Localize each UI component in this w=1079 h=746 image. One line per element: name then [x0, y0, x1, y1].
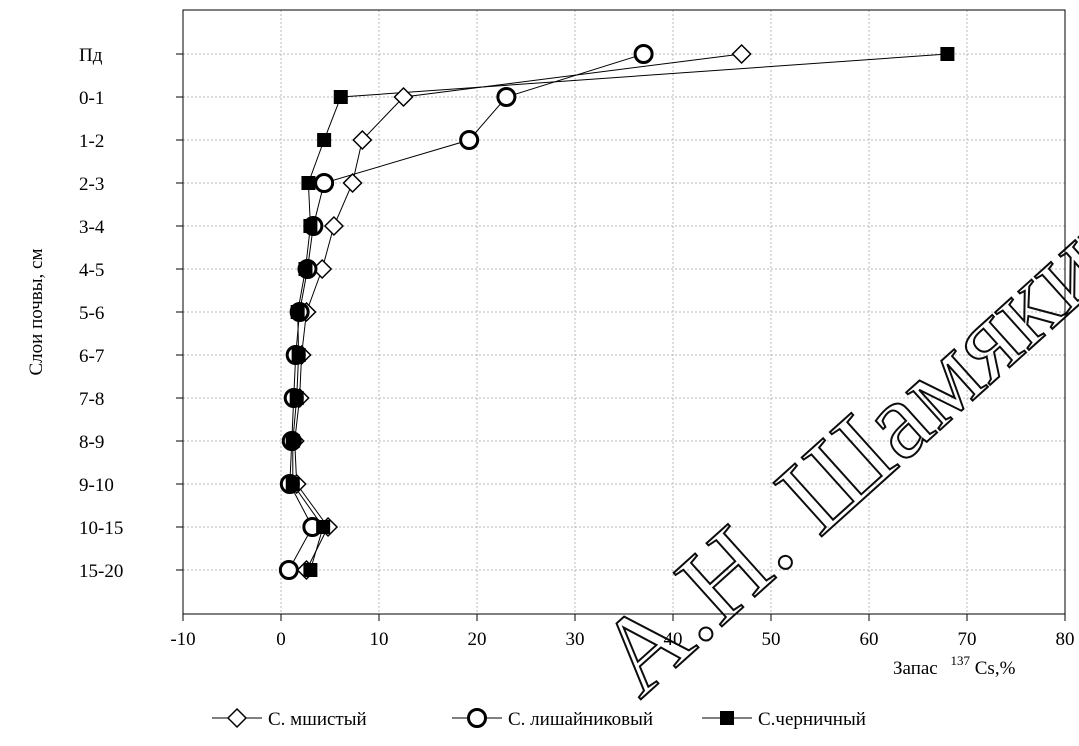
data-point: [298, 262, 313, 276]
data-point: [342, 172, 363, 194]
data-point: [316, 520, 331, 534]
grid: [183, 10, 1065, 614]
x-tick-label: 30: [566, 629, 585, 650]
y-tick-label: 5-6: [79, 303, 104, 324]
y-tick-label: 9-10: [79, 475, 114, 496]
data-point: [314, 173, 335, 193]
data-point: [285, 434, 300, 448]
x-tick-label: 70: [958, 629, 977, 650]
data-point: [940, 47, 955, 61]
y-axis-label: Слои почвы, см: [26, 249, 47, 376]
x-tick-label: 20: [468, 629, 487, 650]
data-point: [323, 215, 344, 237]
x-tick-label: 10: [370, 629, 389, 650]
legend-label: С.черничный: [758, 709, 866, 730]
series-layer: [278, 43, 955, 581]
x-tick-label: 0: [276, 629, 286, 650]
data-point: [285, 477, 300, 491]
data-point: [290, 305, 305, 319]
x-axis-label-unit: Cs,%: [975, 658, 1016, 679]
data-point: [303, 219, 318, 233]
data-point: [333, 90, 348, 104]
legend-marker: [467, 708, 487, 728]
data-point: [393, 86, 414, 108]
legend-item: С. мшистый: [212, 707, 367, 730]
x-axis-label: Запас 137 Cs,%: [893, 649, 1016, 679]
y-tick-label: 15-20: [79, 561, 123, 582]
data-point: [289, 391, 304, 405]
legend-marker: [720, 711, 734, 725]
y-tick-label: 3-4: [79, 217, 105, 238]
y-axis-ticks: Пд 0-1 1-2 2-3 3-4 4-5 5-6 6-7 7-8 8-9 9-10 10-15 15…: [79, 45, 183, 582]
legend-item: С.черничный: [702, 709, 866, 730]
data-point: [278, 560, 299, 580]
data-point: [459, 130, 480, 150]
y-tick-label: 0-1: [79, 88, 104, 109]
legend-label: С. мшистый: [268, 709, 367, 730]
data-point: [301, 176, 316, 190]
y-tick-label: 1-2: [79, 131, 104, 152]
legend-marker: [226, 707, 248, 729]
y-tick-label: 2-3: [79, 174, 104, 195]
legend: С. мшистый С. лишайниковый С.черничный: [212, 707, 866, 730]
x-axis-ticks: -10 0 10 20 30 40 50 60 70 80: [170, 614, 1075, 650]
data-point: [496, 87, 517, 107]
data-point: [633, 44, 654, 64]
y-tick-label: 7-8: [79, 389, 104, 410]
x-tick-label: 40: [664, 629, 683, 650]
y-tick-label: 6-7: [79, 346, 104, 367]
series-markers-3: [285, 47, 955, 577]
y-tick-label: 4-5: [79, 260, 104, 281]
legend-item: С. лишайниковый: [452, 708, 653, 730]
x-axis-label-prefix: Запас: [893, 658, 938, 679]
legend-label: С. лишайниковый: [508, 709, 653, 730]
data-point: [317, 133, 332, 147]
y-tick-label: Пд: [79, 45, 103, 66]
data-point: [352, 129, 373, 151]
x-axis-label-isotope: 137: [951, 653, 971, 668]
x-tick-label: 50: [762, 629, 781, 650]
data-point: [303, 563, 318, 577]
data-point: [731, 43, 752, 65]
x-tick-label: 60: [860, 629, 879, 650]
data-point: [291, 348, 306, 362]
y-tick-label: 8-9: [79, 432, 104, 453]
x-tick-label: 80: [1056, 629, 1075, 650]
x-tick-label: -10: [170, 629, 195, 650]
watermark: А.Н. Шамякина: [574, 131, 1079, 718]
y-tick-label: 10-15: [79, 518, 123, 539]
